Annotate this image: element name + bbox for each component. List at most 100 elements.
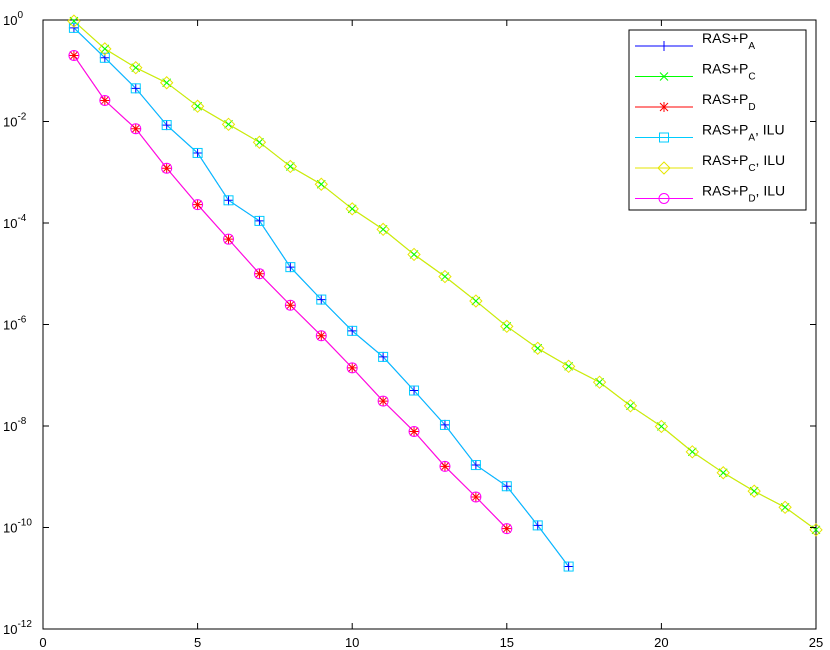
y-tick-base: 10 <box>3 13 17 28</box>
x-tick-label: 0 <box>39 635 46 650</box>
data-point-marker <box>285 300 296 311</box>
data-point-marker <box>408 425 420 437</box>
data-point-marker <box>99 52 110 63</box>
data-point-marker <box>532 520 543 531</box>
x-tick-label: 5 <box>194 635 201 650</box>
data-point-marker <box>284 299 296 311</box>
data-point-marker <box>470 460 481 471</box>
legend-label-subscript: A <box>748 41 755 52</box>
data-point-marker <box>130 123 142 135</box>
data-point-marker <box>192 199 203 210</box>
data-point-marker <box>192 147 203 158</box>
legend-marker <box>659 102 669 112</box>
legend-label-subscript: C <box>748 72 755 83</box>
legend-label-suffix: , ILU <box>755 122 785 138</box>
series-markers-5 <box>68 49 513 535</box>
data-point-marker <box>377 395 389 407</box>
data-point-marker <box>161 120 172 131</box>
series-line-5 <box>73 55 508 529</box>
data-point-marker <box>470 491 481 502</box>
series-markers-2 <box>68 50 512 534</box>
data-point-marker <box>409 385 420 396</box>
data-point-marker <box>347 325 358 336</box>
data-point-marker <box>407 247 421 262</box>
data-point-marker <box>254 268 265 279</box>
legend-label: RAS+PA <box>702 30 755 52</box>
data-point-marker <box>129 60 143 75</box>
data-point-marker <box>285 262 296 273</box>
data-point-marker <box>563 561 574 572</box>
data-point-marker <box>778 500 792 515</box>
data-point-marker <box>563 561 574 572</box>
y-tick-exponent: -8 <box>17 416 26 427</box>
legend-label-subscript: C <box>748 163 755 174</box>
y-tick-exponent: -2 <box>17 112 26 123</box>
legend-marker <box>658 193 670 204</box>
data-point-marker <box>501 481 512 492</box>
legend-marker <box>659 132 669 143</box>
data-point-marker <box>190 99 205 113</box>
data-point-marker <box>130 83 141 94</box>
legend-label-main: RAS+P <box>702 152 748 168</box>
data-point-marker <box>223 195 234 206</box>
data-point-marker <box>192 199 204 211</box>
x-tick-label: 10 <box>345 635 359 650</box>
data-point-marker <box>592 375 607 389</box>
data-point-marker <box>161 120 172 131</box>
data-point-marker <box>347 362 358 373</box>
legend-label-main: RAS+P <box>702 91 748 107</box>
legend-entry: RAS+PA, ILU <box>635 122 785 144</box>
y-tick-base: 10 <box>3 115 17 130</box>
legend-label: RAS+PA, ILU <box>702 122 785 144</box>
x-tick-label: 15 <box>500 635 514 650</box>
y-tick-label: 10-12 <box>3 619 32 637</box>
data-point-marker <box>501 523 513 535</box>
data-point-marker <box>314 177 328 191</box>
y-tick-base: 10 <box>3 622 17 637</box>
y-tick-label: 10-10 <box>3 518 32 536</box>
legend-entry: RAS+PA <box>635 30 755 52</box>
data-point-marker <box>532 520 543 531</box>
legend-label-suffix: , ILU <box>756 152 786 168</box>
series-line-2 <box>73 55 508 529</box>
data-point-marker <box>685 445 700 459</box>
data-point-marker <box>623 399 638 413</box>
data-point-marker <box>470 491 482 503</box>
data-point-marker <box>68 50 79 61</box>
legend-label-main: RAS+P <box>702 30 748 46</box>
y-tick-label: 10-8 <box>3 416 27 434</box>
series-markers-0 <box>68 22 574 572</box>
x-tick-label: 20 <box>654 635 668 650</box>
data-point-marker <box>346 362 358 374</box>
data-point-marker <box>409 426 420 437</box>
data-point-marker <box>253 268 265 280</box>
series-markers <box>67 14 823 572</box>
data-point-marker <box>561 359 576 374</box>
data-point-marker <box>99 94 111 106</box>
data-point-marker <box>501 481 512 492</box>
legend-box <box>628 29 807 211</box>
legend-label-main: RAS+P <box>702 183 748 199</box>
y-tick-base: 10 <box>3 318 17 333</box>
y-tick-exponent: -12 <box>17 619 32 630</box>
y-tick-base: 10 <box>3 419 17 434</box>
data-point-marker <box>285 262 296 273</box>
data-point-marker <box>130 123 141 134</box>
legend-marker <box>659 41 669 51</box>
data-point-marker <box>439 461 450 472</box>
y-tick-label: 10-2 <box>3 112 27 130</box>
series-markers-4 <box>67 14 823 537</box>
legend-label-main: RAS+P <box>702 122 748 138</box>
y-tick-label: 10-6 <box>3 315 27 333</box>
data-point-marker <box>283 159 298 174</box>
data-point-marker <box>315 330 327 342</box>
legend-label: RAS+PC, ILU <box>702 152 785 174</box>
data-point-marker <box>378 351 389 362</box>
legend-marker <box>659 72 669 81</box>
data-point-marker <box>223 234 234 245</box>
data-point-marker <box>654 419 669 434</box>
legend-entry: RAS+PC <box>635 61 756 83</box>
